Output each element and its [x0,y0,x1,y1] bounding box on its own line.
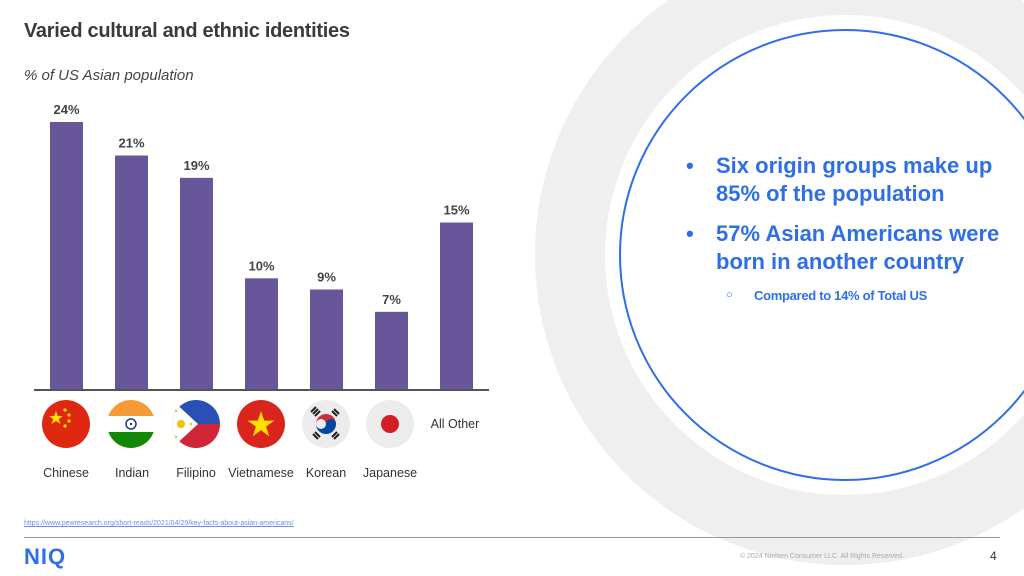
bullet-origin-groups: • Six origin groups make up 85% of the p… [686,152,1006,208]
vietnam-flag-icon [237,400,285,448]
data-label-japanese: 7% [382,292,401,307]
chart-subtitle: % of US Asian population [24,67,194,84]
bar-chart: 24% 21% 19% 10% 9% 7% 15% [34,102,489,391]
south-korea-flag-icon [302,400,350,448]
bar-vietnamese [245,278,278,390]
category-label-japanese: Japanese [362,466,418,480]
data-label-chinese: 24% [53,102,79,117]
category-label-korean: Korean [305,466,347,480]
bar-all-other [440,222,473,390]
bullet-born-abroad: • 57% Asian Americans were born in anoth… [686,220,1006,276]
sub-bullet-total-us: ○ Compared to 14% of Total US [686,288,1006,303]
inner-white-circle [619,29,1024,481]
bullet-dot-icon: • [686,153,694,178]
data-label-korean: 9% [317,270,336,285]
bar-japanese [375,311,408,390]
copyright-text: © 2024 Nielsen Consumer LLC. All Rights … [740,553,904,560]
data-label-indian: 21% [118,136,144,151]
china-flag-icon [42,400,90,448]
source-link[interactable]: https://www.pewresearch.org/short-reads/… [24,520,294,527]
page-number: 4 [990,549,997,563]
sub-bullet-text: Compared to 14% of Total US [754,288,927,303]
india-flag-icon [107,400,155,448]
category-label-indian: Indian [114,466,150,480]
callout-bullets: • Six origin groups make up 85% of the p… [686,152,1006,303]
japan-flag-icon [366,400,414,448]
category-label-all-other: All Other [430,417,480,431]
bullet-text: Six origin groups make up 85% of the pop… [716,153,993,206]
niq-logo: NIQ [24,544,67,569]
category-label-vietnamese: Vietnamese [228,466,294,480]
data-label-filipino: 19% [183,158,209,173]
bar-indian [115,155,148,390]
page-title: Varied cultural and ethnic identities [24,20,350,42]
category-label-chinese: Chinese [43,466,89,480]
category-label-filipino: Filipino [176,466,216,480]
bar-filipino [180,177,213,390]
footer-divider [24,537,1000,538]
data-label-vietnamese: 10% [248,258,274,273]
data-label-all-other: 15% [443,203,469,218]
outer-gray-ring [535,0,1024,565]
philippines-flag-icon [172,400,220,448]
bullet-dot-icon: • [686,221,694,246]
bar-chinese [50,122,83,390]
sub-bullet-circle-icon: ○ [726,289,733,301]
bar-korean [310,289,343,390]
bullet-text: 57% Asian Americans were born in another… [716,221,1000,274]
